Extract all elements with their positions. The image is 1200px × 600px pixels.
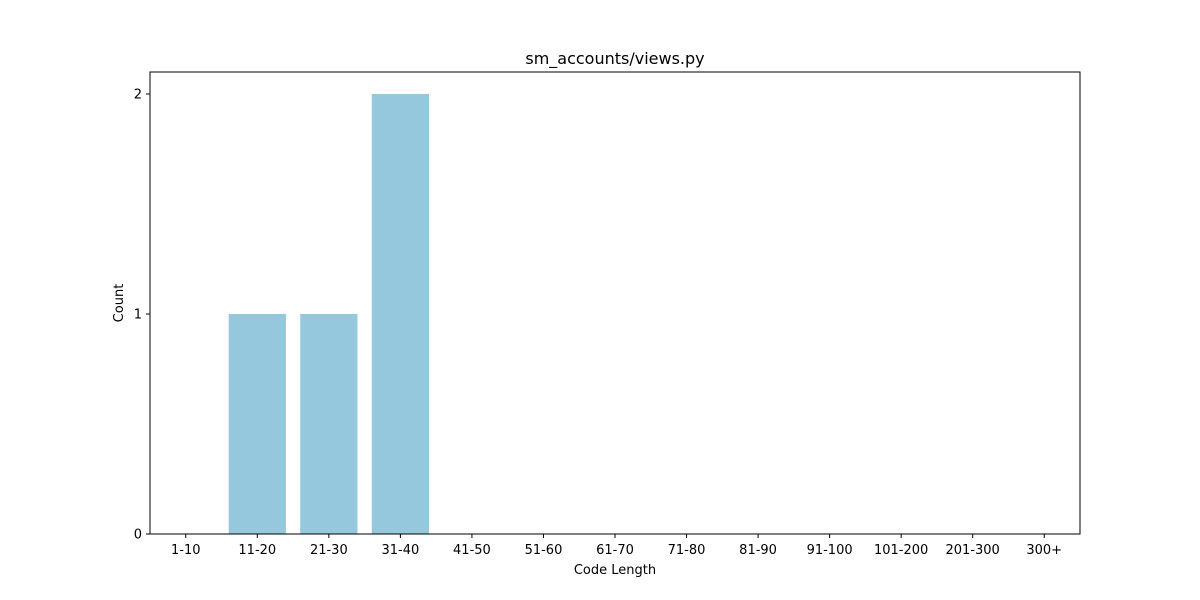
bar-11-20 [228,314,286,534]
x-tick-label: 1-10 [171,543,201,558]
x-tick-label: 101-200 [874,543,928,558]
x-tick-label: 61-70 [596,543,634,558]
y-axis: 0 1 2 [134,88,150,543]
x-axis-label: Code Length [574,563,656,578]
chart-title: sm_accounts/views.py [525,49,704,69]
x-tick-label: 91-100 [807,543,853,558]
x-tick-label: 71-80 [668,543,706,558]
y-tick-label: 1 [134,308,142,323]
y-tick-label: 0 [134,528,142,543]
y-axis-label: Count [112,284,127,323]
x-tick-label: 51-60 [525,543,563,558]
x-tick-label: 81-90 [739,543,777,558]
y-tick-label: 2 [134,88,142,103]
x-tick-label: 31-40 [381,543,419,558]
x-tick-label: 11-20 [238,543,276,558]
bar-21-30 [300,314,358,534]
x-tick-label: 21-30 [310,543,348,558]
bars-group [228,94,429,534]
bar-31-40 [371,94,429,534]
x-tick-label: 41-50 [453,543,491,558]
x-axis: 1-10 11-20 21-30 31-40 41-50 51-60 61-70 71-80 8… [171,534,1062,558]
x-tick-label: 300+ [1026,543,1062,558]
x-tick-label: 201-300 [946,543,1000,558]
